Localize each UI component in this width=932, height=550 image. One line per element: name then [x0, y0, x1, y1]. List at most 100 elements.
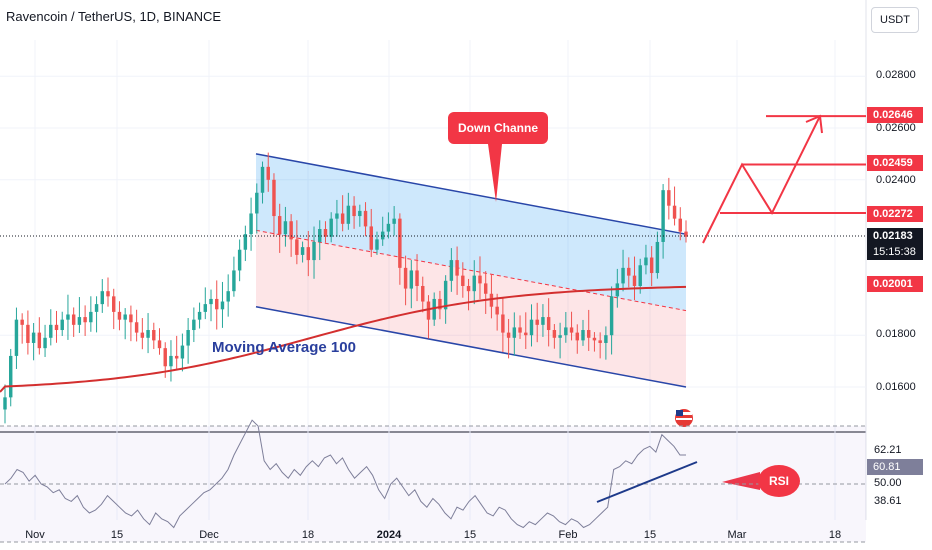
candle-body [272, 179, 276, 217]
channel-mid-line [255, 229, 687, 312]
candle-body [489, 293, 494, 307]
candle-body [586, 330, 591, 338]
price-tick: 0.02800 [876, 69, 916, 81]
candle-body [558, 335, 562, 338]
rsi-tick: 62.21 [874, 444, 902, 456]
candle-body [346, 205, 351, 224]
candle-body [192, 319, 196, 331]
candle-body [318, 229, 322, 242]
candle-body [129, 314, 133, 323]
candle-body [295, 239, 299, 255]
candle-body [609, 296, 614, 336]
candle-body [54, 324, 59, 331]
rsi-callout: RSI [758, 465, 800, 497]
candle-body [649, 257, 654, 274]
time-tick: 2024 [376, 529, 402, 541]
last-price-tag: 0.02183 [867, 228, 923, 244]
candle-body [197, 311, 202, 320]
currency-button[interactable]: USDT [871, 7, 919, 33]
candle-body [283, 221, 288, 235]
down-channel-callout: Down Channe [448, 112, 548, 144]
candle-body [604, 335, 608, 343]
candle-body [466, 285, 471, 292]
candle-body [100, 291, 105, 305]
candle-body [157, 340, 162, 349]
candle-body [26, 324, 30, 343]
time-tick: Feb [558, 529, 578, 541]
candle-body [20, 319, 24, 325]
candle-body [180, 345, 185, 359]
price-tick: 0.02400 [876, 174, 916, 186]
candle-body [352, 205, 356, 217]
candle-body [31, 332, 36, 343]
down-channel [255, 153, 687, 388]
candle-body [9, 355, 13, 398]
rsi-value-tag: 60.81 [867, 459, 923, 475]
channel-lower-line [255, 305, 687, 388]
candle-body [94, 304, 99, 312]
candle-body [232, 270, 236, 292]
price-tick: 0.02600 [876, 122, 916, 134]
price-tick: 0.01800 [876, 328, 916, 340]
candle-body [140, 332, 145, 338]
candle-body [506, 332, 511, 338]
candle-body [323, 229, 328, 237]
candle-body [174, 355, 179, 359]
time-tick: 15 [110, 529, 124, 541]
rsi-panel [0, 419, 866, 543]
candle-body [569, 327, 574, 333]
candle-body [529, 319, 534, 336]
candle-body [627, 267, 631, 276]
candle-body [541, 317, 545, 325]
candle-body [581, 330, 585, 341]
time-tick: Dec [199, 529, 219, 541]
target-tag-1: 0.02272 [867, 206, 923, 222]
candle-body [340, 213, 345, 224]
candle-body [512, 327, 517, 338]
candle-body [277, 216, 282, 235]
candle-body [134, 322, 139, 333]
candle-body [71, 314, 76, 325]
candle-body [83, 317, 87, 323]
time-tick: 18 [301, 529, 315, 541]
rsi-callout-pointer [722, 472, 760, 490]
candle-body [386, 223, 391, 232]
candle-body [255, 192, 259, 214]
candle-body [443, 280, 448, 310]
candle-body [552, 330, 557, 338]
channel-upper-fill [256, 153, 686, 311]
candle-body [667, 190, 671, 206]
candle-body [186, 330, 190, 346]
candle-body [472, 275, 476, 292]
candle-body [575, 332, 579, 341]
candle-body [123, 314, 127, 320]
candle-body [478, 275, 482, 284]
candle-body [289, 221, 293, 240]
candle-body [358, 210, 362, 217]
candle-body [60, 319, 64, 331]
candle-body [415, 270, 419, 286]
candle-body [266, 166, 270, 180]
candle-body [215, 298, 219, 310]
candle-body [661, 190, 665, 242]
candle-body [398, 218, 402, 268]
candle-body [77, 317, 82, 325]
candle-body [243, 234, 248, 250]
target-tag-2: 0.02459 [867, 155, 923, 171]
candle-body [152, 330, 156, 341]
candle-body [43, 337, 47, 349]
candle-body [655, 241, 660, 274]
candle-body [112, 296, 116, 312]
candle-body [312, 241, 316, 261]
candle-body [546, 317, 551, 331]
rsi-trend-line [596, 461, 698, 503]
candle-body [535, 319, 539, 325]
candle-body [146, 330, 150, 338]
candle-body [14, 319, 19, 356]
moving-average-label: Moving Average 100 [212, 339, 356, 356]
candle-body [518, 327, 522, 333]
candle-body [421, 285, 425, 302]
channel-upper-line [255, 153, 687, 235]
candle-body [49, 324, 53, 338]
